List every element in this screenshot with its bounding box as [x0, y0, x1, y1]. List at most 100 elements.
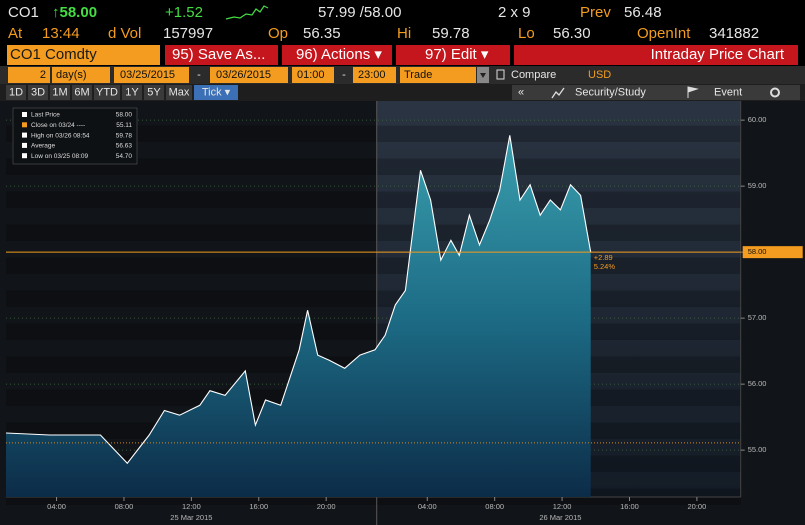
- event-icon: [687, 86, 699, 98]
- range-button[interactable]: [72, 85, 92, 100]
- security-study[interactable]: Security/Study: [575, 86, 646, 98]
- change-annotation: 5.24%: [594, 262, 616, 271]
- x-tick-label: 16:00: [249, 502, 268, 511]
- stat-value: 157997: [163, 25, 213, 42]
- band: [6, 158, 741, 175]
- collapse[interactable]: «: [518, 86, 524, 98]
- separator: -: [342, 69, 346, 81]
- end-time-field[interactable]: [353, 67, 396, 83]
- change-annotation: +2.89: [594, 253, 613, 262]
- x-tick-label: 20:00: [317, 502, 336, 511]
- stat-value: 13:44: [42, 25, 80, 42]
- button-label: 96) Actions ▾: [296, 46, 382, 63]
- unit: day(s): [56, 69, 87, 81]
- x-tick-label: 08:00: [115, 502, 134, 511]
- stat-label: At: [8, 25, 23, 42]
- end-date: 03/26/2015: [216, 69, 271, 81]
- field-select[interactable]: [400, 67, 476, 83]
- end-date-field[interactable]: [210, 67, 288, 83]
- button-label: 97) Edit ▾: [425, 46, 489, 63]
- legend-swatch: [22, 132, 27, 138]
- legend-swatch: [22, 112, 27, 117]
- range-button[interactable]: [50, 85, 70, 100]
- band: [6, 224, 741, 241]
- start-date-field[interactable]: [114, 67, 189, 83]
- x-tick-label: 20:00: [687, 502, 706, 511]
- tool-bar: [512, 85, 800, 100]
- start-time-field[interactable]: [292, 67, 334, 83]
- separator: -: [197, 69, 201, 81]
- security-text: CO1 Comdty: [10, 46, 97, 63]
- y-tick-label: 60.00: [748, 115, 767, 124]
- end-time: 23:00: [358, 69, 386, 81]
- band: [6, 290, 741, 307]
- x-tick-label: 12:00: [182, 502, 201, 511]
- security-field[interactable]: [7, 45, 160, 65]
- edit-button[interactable]: [396, 45, 510, 65]
- legend-swatch: [22, 142, 27, 148]
- date-label: 25 Mar 2015: [170, 513, 212, 522]
- save-button[interactable]: [165, 45, 278, 65]
- period: 2: [40, 69, 46, 81]
- x-tick-label: 12:00: [553, 502, 572, 511]
- y-tick-label: 57.00: [748, 313, 767, 322]
- range-label: Max: [169, 86, 190, 98]
- settings-icon[interactable]: [770, 87, 780, 98]
- band: [6, 323, 741, 340]
- range-button[interactable]: [144, 85, 164, 100]
- actions-button[interactable]: [282, 45, 392, 65]
- range-button[interactable]: [122, 85, 142, 100]
- price-area: [6, 135, 591, 498]
- legend-swatch: [22, 153, 27, 159]
- period-field[interactable]: [8, 67, 50, 83]
- range-button[interactable]: [94, 85, 120, 100]
- range-label: 3D: [31, 86, 45, 98]
- y-tick-label: 55.00: [748, 445, 767, 454]
- stat-label: Lo: [518, 25, 535, 42]
- legend: Last Price 58.00 Close on 03/24 ---- 55.11 H…: [22, 112, 132, 160]
- range-label: 1D: [9, 86, 23, 98]
- stat-label: OpenInt: [637, 25, 691, 42]
- range-button[interactable]: [194, 85, 238, 100]
- range-button[interactable]: [6, 85, 26, 100]
- size: 2 x 9: [498, 4, 531, 21]
- legend-label: Last Price: [31, 112, 60, 119]
- band: [6, 191, 741, 208]
- price-chart: 55.00 56.00 57.00 58.00 59.00 60.00 04:00 08:00…: [5, 101, 803, 525]
- start-date: 03/25/2015: [120, 69, 175, 81]
- sparkline: [225, 5, 269, 20]
- bid-ask: 57.99 /58.00: [318, 4, 401, 21]
- range-button[interactable]: [166, 85, 192, 100]
- legend-label: Average: [31, 143, 55, 150]
- function-title: Intraday Price Chart: [651, 46, 785, 63]
- legend-label: Close on 03/24 ----: [31, 122, 85, 129]
- ticker: CO1: [8, 4, 39, 21]
- legend-label: High on 03/26 08:54: [31, 132, 90, 139]
- legend-label: Low on 03/25 08:09: [31, 153, 88, 160]
- stat-value: 56.30: [553, 25, 591, 42]
- legend-box: [12, 107, 138, 165]
- legend-value: 54.70: [116, 153, 133, 160]
- stat-label: Op: [268, 25, 288, 42]
- stat-value: 59.78: [432, 25, 470, 42]
- price-line: [5, 135, 592, 465]
- stat-label: Hi: [397, 25, 411, 42]
- range-button[interactable]: [28, 85, 48, 100]
- x-tick-label: 16:00: [620, 502, 639, 511]
- title-bar: [514, 45, 798, 65]
- range-label: 1M: [52, 86, 67, 98]
- last-price-tag: [742, 246, 803, 259]
- range-label: 5Y: [147, 86, 161, 98]
- band: [6, 257, 741, 274]
- compare[interactable]: Compare: [511, 69, 556, 81]
- prev-value: 56.48: [624, 4, 662, 21]
- unit-field[interactable]: [52, 67, 110, 83]
- range-label: YTD: [96, 86, 118, 98]
- event[interactable]: Event: [714, 86, 742, 98]
- prev-label: Prev: [580, 4, 611, 21]
- stat-label: d Vol: [108, 25, 141, 42]
- button-label: 95) Save As...: [172, 46, 265, 63]
- x-tick-label: 08:00: [485, 502, 504, 511]
- legend-value: 59.78: [116, 132, 133, 139]
